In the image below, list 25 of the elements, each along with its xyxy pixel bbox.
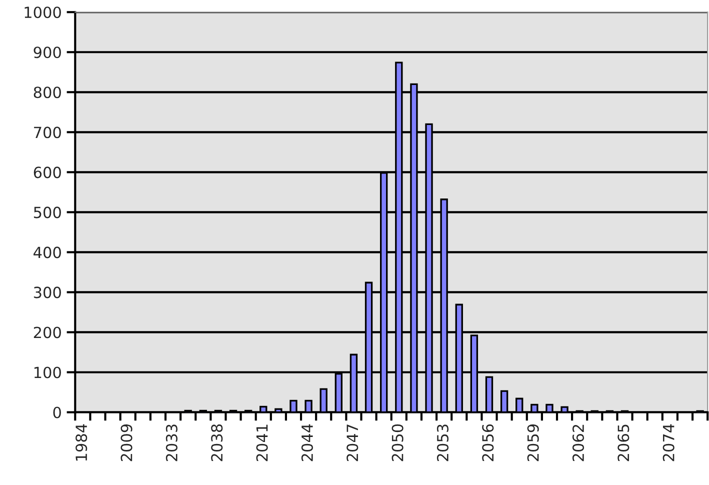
x-tick-label: 2050 bbox=[392, 424, 404, 462]
x-tick-label: 2044 bbox=[301, 424, 313, 462]
y-tick-label: 200 bbox=[34, 326, 61, 338]
y-tick-label: 800 bbox=[34, 86, 61, 98]
x-tick-label: 2033 bbox=[166, 424, 178, 462]
y-tick-label: 700 bbox=[34, 126, 61, 138]
x-tick-label: 2009 bbox=[120, 424, 132, 462]
x-tick-label: 2038 bbox=[211, 424, 223, 462]
y-tick-label: 1000 bbox=[24, 6, 61, 18]
y-tick-label: 500 bbox=[34, 206, 61, 218]
y-tick-label: 0 bbox=[53, 406, 61, 418]
x-tick-label: 2074 bbox=[662, 424, 674, 462]
x-tick-label: 2059 bbox=[527, 424, 539, 462]
x-tick-label: 2056 bbox=[482, 424, 494, 462]
x-tick-label: 1984 bbox=[76, 424, 88, 461]
x-tick-label: 2062 bbox=[572, 424, 584, 462]
x-tick-label: 2041 bbox=[256, 424, 268, 462]
y-tick-label: 900 bbox=[34, 46, 61, 58]
y-tick-label: 400 bbox=[34, 246, 61, 258]
y-tick-label: 100 bbox=[34, 366, 61, 378]
x-tick-label: 2065 bbox=[618, 424, 630, 462]
y-tick-label: 600 bbox=[34, 166, 61, 178]
x-tick-label: 2047 bbox=[346, 424, 358, 462]
y-tick-label: 300 bbox=[34, 286, 61, 298]
x-tick-label: 2053 bbox=[436, 424, 449, 462]
